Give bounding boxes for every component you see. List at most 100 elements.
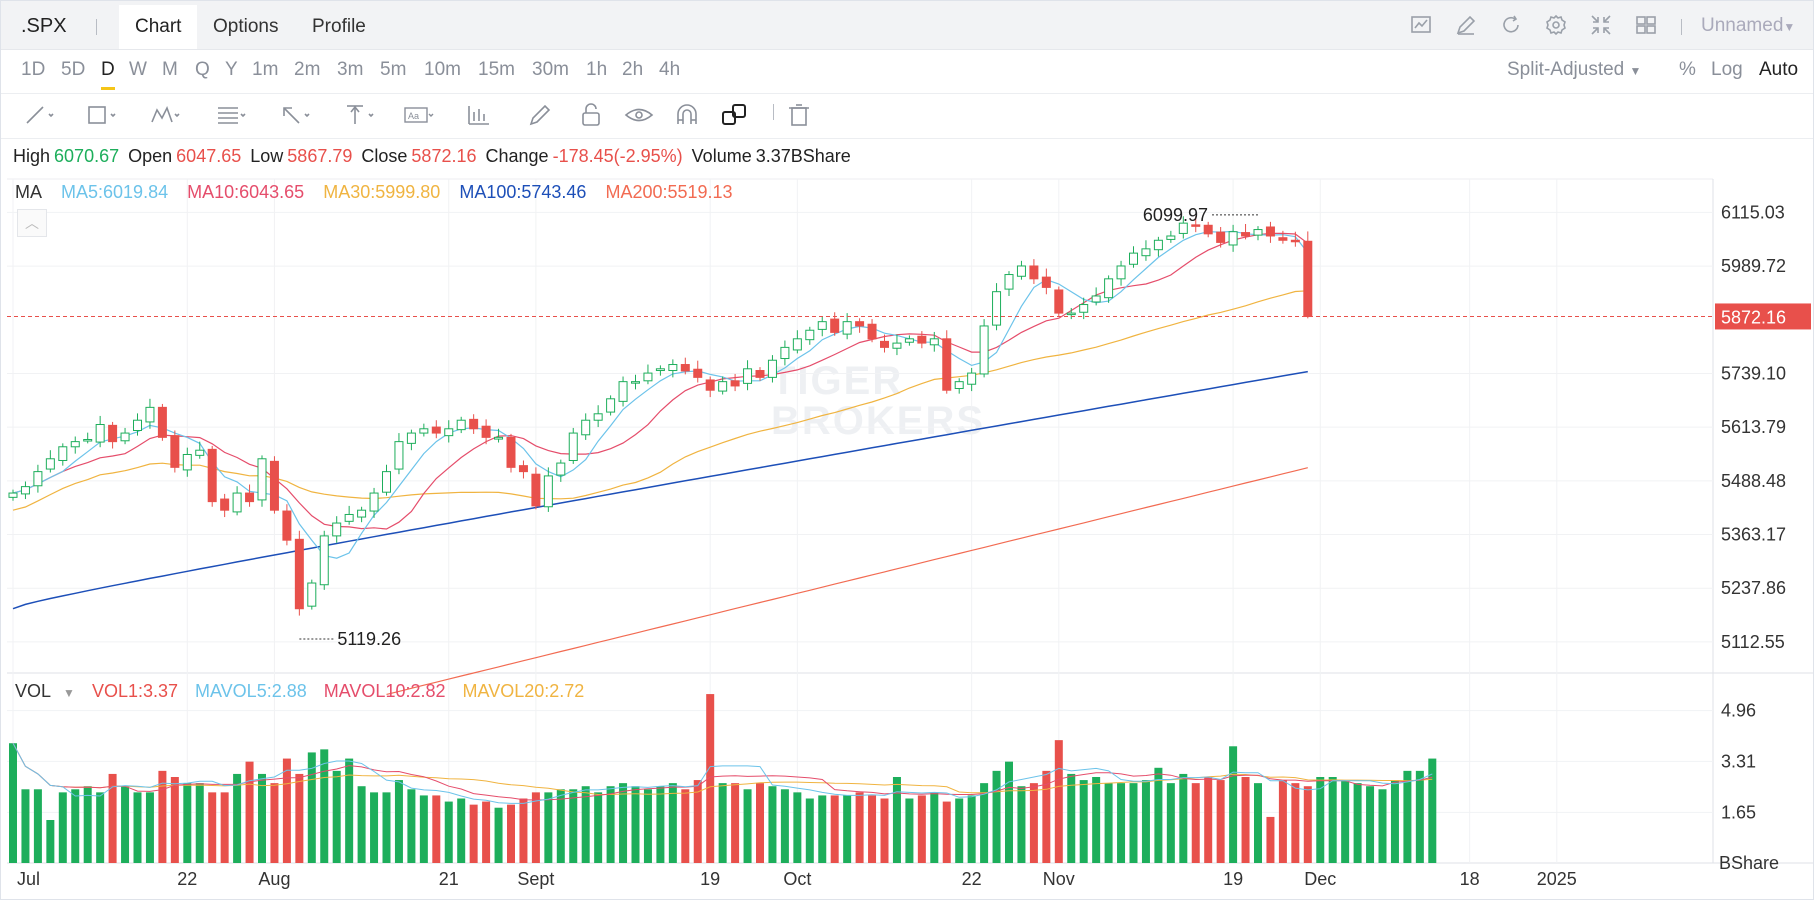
candle-body bbox=[481, 425, 491, 438]
period-10m[interactable]: 10m bbox=[424, 59, 461, 80]
fibonacci-tool-icon[interactable] bbox=[215, 102, 247, 128]
rectangle-tool-icon[interactable] bbox=[85, 102, 117, 128]
layout-name-dropdown[interactable]: Unnamed▼ bbox=[1701, 15, 1795, 37]
candle-body bbox=[693, 368, 703, 378]
period-2m[interactable]: 2m bbox=[294, 59, 321, 80]
candle-body bbox=[1178, 222, 1188, 234]
volume-bar bbox=[1129, 783, 1138, 863]
pattern-tool-icon[interactable] bbox=[149, 102, 181, 128]
time-tick-label: Jul bbox=[17, 869, 40, 889]
period-1m[interactable]: 1m bbox=[252, 59, 279, 80]
candle-body bbox=[718, 381, 728, 392]
open-label: Open bbox=[128, 146, 173, 166]
volume-bar bbox=[668, 783, 677, 863]
price-tick-label: 5989.72 bbox=[1721, 256, 1786, 276]
layers-icon[interactable] bbox=[719, 102, 751, 128]
text-tool-icon[interactable]: Aa bbox=[403, 102, 435, 128]
period-w[interactable]: W bbox=[129, 59, 147, 80]
volume-bar bbox=[345, 758, 354, 863]
candle-body bbox=[332, 522, 342, 537]
bar-pattern-tool-icon[interactable] bbox=[465, 102, 497, 128]
period-d[interactable]: D bbox=[101, 59, 115, 80]
volume-bar bbox=[1254, 783, 1262, 863]
lock-icon[interactable] bbox=[575, 102, 607, 128]
volume-tick-label: 4.96 bbox=[1721, 701, 1756, 721]
period-30m[interactable]: 30m bbox=[532, 59, 569, 80]
price-tick-label: 6115.03 bbox=[1721, 202, 1785, 222]
period-5m[interactable]: 5m bbox=[380, 59, 407, 80]
log-toggle[interactable]: Log bbox=[1711, 59, 1743, 80]
percent-toggle[interactable]: % bbox=[1679, 59, 1696, 80]
period-5d[interactable]: 5D bbox=[61, 59, 86, 80]
candle-body bbox=[444, 428, 454, 437]
gear-icon[interactable] bbox=[1544, 13, 1568, 37]
time-tick-label: 19 bbox=[1223, 869, 1243, 889]
period-1d[interactable]: 1D bbox=[21, 59, 46, 80]
candle-body bbox=[45, 458, 55, 470]
period-1h[interactable]: 1h bbox=[586, 59, 608, 80]
tab-chart[interactable]: Chart bbox=[119, 5, 198, 49]
adjust-dropdown[interactable]: Split-Adjusted ▼ bbox=[1507, 59, 1641, 81]
candle-body bbox=[182, 453, 192, 471]
indicator-icon[interactable] bbox=[1409, 13, 1433, 37]
vol-legend[interactable]: VOL ▼ VOL1:3.37 MAVOL5:2.88 MAVOL10:2.82 … bbox=[15, 681, 596, 702]
ma200-legend: MA200:5519.13 bbox=[605, 182, 733, 202]
candle-body bbox=[1054, 289, 1064, 314]
candle-body bbox=[469, 418, 479, 430]
collapse-chevron-icon[interactable]: ︿ bbox=[17, 209, 47, 237]
draw-icon[interactable] bbox=[1454, 13, 1478, 37]
volume-bar bbox=[71, 789, 80, 863]
candle-body bbox=[618, 381, 628, 402]
candle-body bbox=[842, 321, 852, 335]
candle-body bbox=[419, 428, 429, 434]
tab-profile[interactable]: Profile bbox=[312, 16, 366, 37]
layout-grid-icon[interactable] bbox=[1634, 13, 1658, 37]
period-q[interactable]: Q bbox=[195, 59, 210, 80]
period-4h[interactable]: 4h bbox=[659, 59, 681, 80]
candle-body bbox=[133, 419, 142, 432]
volume-bar bbox=[706, 694, 715, 863]
volume-bar bbox=[718, 783, 727, 863]
volume-bar bbox=[245, 761, 254, 863]
measure-tool-icon[interactable] bbox=[343, 102, 375, 128]
time-tick-label: Sept bbox=[517, 869, 554, 889]
period-3m[interactable]: 3m bbox=[337, 59, 364, 80]
ma100-line bbox=[12, 370, 1308, 610]
volume-bar bbox=[980, 783, 989, 863]
auto-toggle[interactable]: Auto bbox=[1759, 59, 1799, 80]
candle-body bbox=[406, 432, 416, 444]
period-15m[interactable]: 15m bbox=[478, 59, 515, 80]
volume-bar bbox=[419, 795, 428, 863]
time-tick-label: Nov bbox=[1043, 869, 1075, 889]
ma-legend[interactable]: MA MA5:6019.84 MA10:6043.65 MA30:5999.80… bbox=[15, 182, 747, 203]
refresh-icon[interactable] bbox=[1499, 13, 1523, 37]
candle-body bbox=[1141, 248, 1151, 257]
arrow-tool-icon[interactable] bbox=[279, 102, 311, 128]
trendline-tool-icon[interactable] bbox=[23, 102, 55, 128]
close-label: Close bbox=[361, 146, 408, 166]
pencil-icon[interactable] bbox=[525, 102, 557, 128]
period-m[interactable]: M bbox=[162, 59, 178, 80]
candle-body bbox=[705, 379, 715, 391]
collapse-icon[interactable] bbox=[1589, 13, 1613, 37]
candle-body bbox=[95, 424, 105, 443]
volume-bar bbox=[258, 773, 266, 863]
candle-body bbox=[1303, 240, 1313, 318]
candle-body bbox=[1290, 239, 1300, 243]
volume-bar bbox=[955, 798, 964, 863]
candle-body bbox=[170, 435, 180, 468]
candle-body bbox=[357, 509, 367, 518]
candle-body bbox=[1153, 239, 1163, 251]
volume-bar bbox=[731, 783, 740, 863]
candle-body bbox=[979, 325, 989, 375]
trash-icon[interactable] bbox=[783, 102, 815, 128]
period-y[interactable]: Y bbox=[225, 59, 238, 80]
time-tick-label: 18 bbox=[1460, 869, 1480, 889]
eye-icon[interactable] bbox=[623, 102, 655, 128]
magnet-icon[interactable] bbox=[671, 102, 703, 128]
period-2h[interactable]: 2h bbox=[622, 59, 644, 80]
candle-body bbox=[220, 498, 230, 511]
last-price-tag bbox=[1715, 303, 1811, 330]
tab-options[interactable]: Options bbox=[213, 16, 279, 37]
